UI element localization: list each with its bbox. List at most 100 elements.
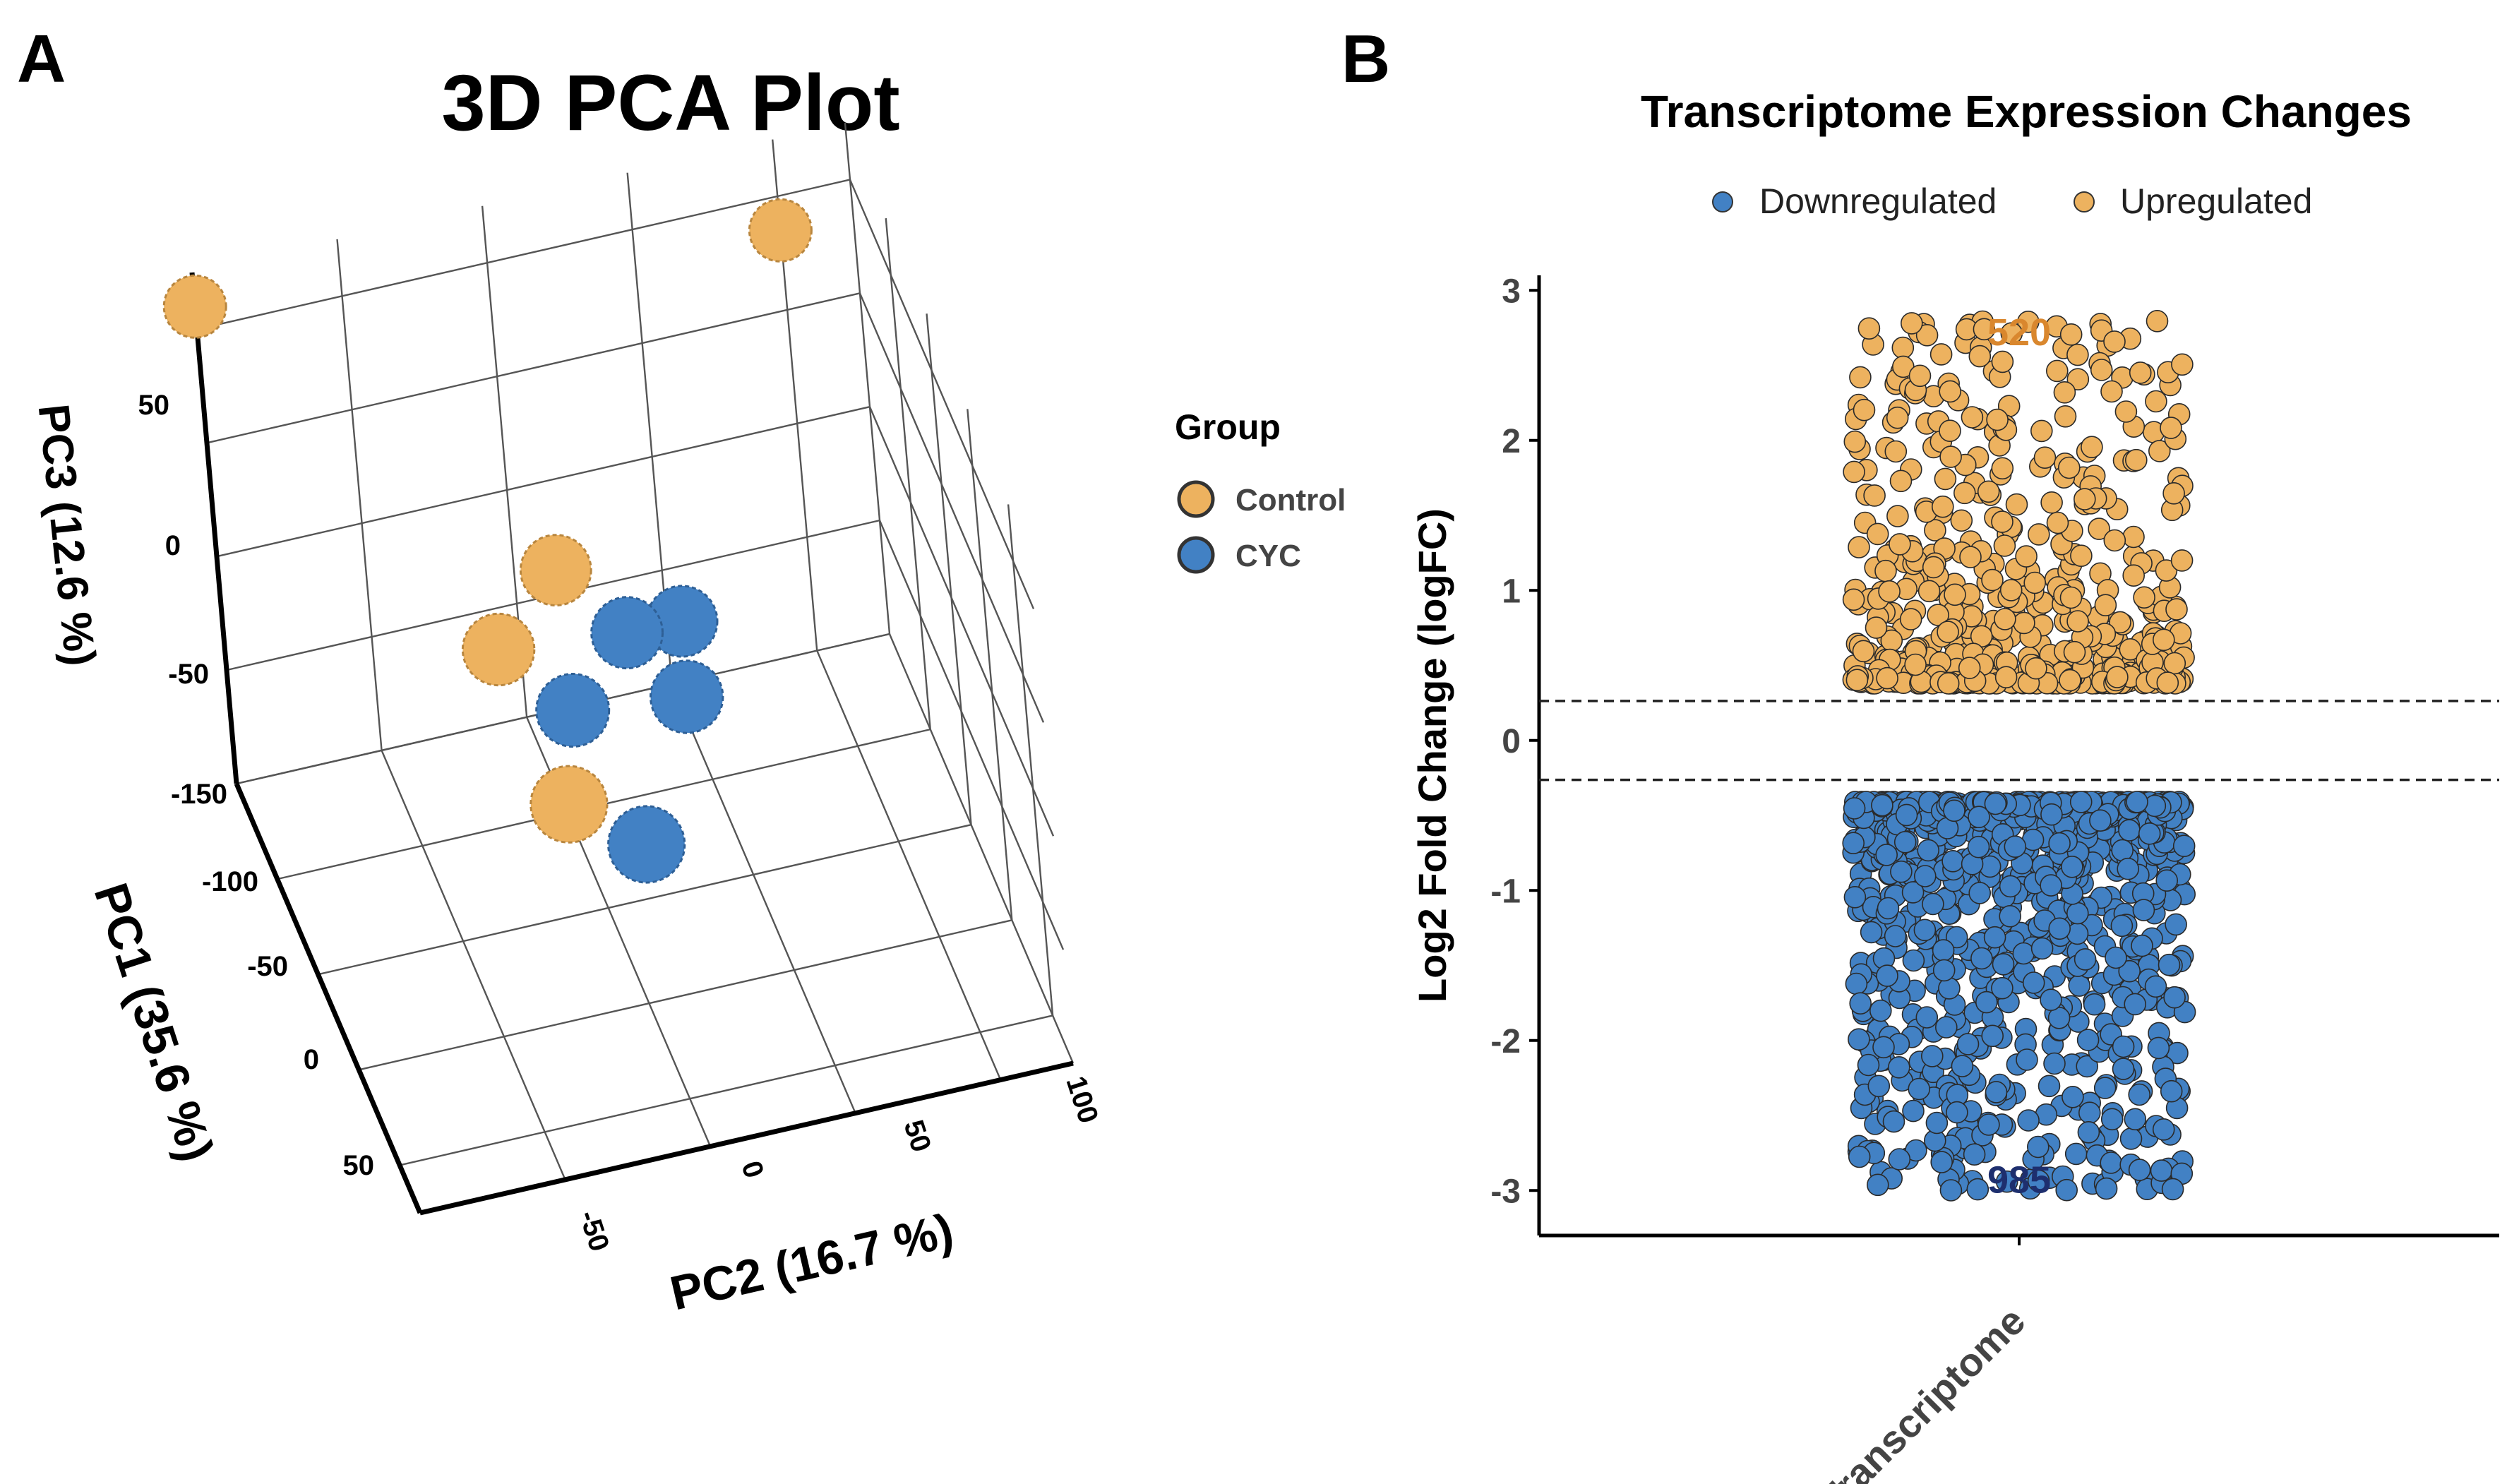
point-downregulated	[2077, 1121, 2100, 1144]
legend-swatch-control	[1177, 480, 1215, 518]
point-upregulated	[1857, 317, 1881, 340]
point-downregulated	[2118, 819, 2141, 842]
pc1-tick: -100	[202, 866, 258, 897]
point-upregulated	[2070, 544, 2093, 568]
point-upregulated	[1908, 364, 1932, 388]
point-upregulated	[2119, 638, 2142, 661]
point-downregulated	[1902, 949, 1925, 972]
pca-point-cyc	[650, 659, 724, 734]
pc2-tick: -50	[573, 1207, 615, 1255]
point-upregulated	[1884, 440, 1908, 463]
panel-b-letter: B	[1341, 21, 1390, 97]
expression-points	[1842, 309, 2196, 1202]
point-downregulated	[1984, 792, 2007, 815]
point-upregulated	[1899, 608, 1922, 630]
point-upregulated	[1889, 469, 1913, 493]
point-downregulated	[1951, 1055, 1974, 1077]
point-downregulated	[2061, 856, 2083, 878]
point-upregulated	[1929, 343, 1953, 366]
pca-point-control	[461, 612, 536, 687]
pca-3d-axes	[189, 272, 1074, 1216]
point-downregulated	[2043, 1052, 2066, 1075]
point-upregulated	[1939, 380, 1961, 403]
point-upregulated	[1917, 580, 1941, 603]
point-upregulated	[1849, 366, 1872, 389]
point-downregulated	[1888, 1056, 1910, 1079]
point-downregulated	[1946, 1101, 1968, 1124]
pca-grid-line	[336, 239, 383, 750]
y-tick-label: -2	[1490, 1023, 1521, 1060]
point-upregulated	[1922, 556, 1945, 579]
point-downregulated	[1902, 1099, 1925, 1123]
point-downregulated	[2160, 1079, 2183, 1103]
point-upregulated	[2170, 549, 2194, 572]
point-downregulated	[2040, 803, 2063, 826]
point-downregulated	[2128, 1083, 2150, 1106]
point-upregulated	[2100, 380, 2123, 403]
y-tick-label: 2	[1502, 423, 1521, 460]
pca-point-control	[519, 534, 592, 606]
point-downregulated	[1917, 839, 1939, 862]
y-tick-label: 3	[1502, 273, 1521, 310]
point-upregulated	[2025, 657, 2047, 680]
point-upregulated	[2106, 666, 2129, 688]
point-upregulated	[2109, 611, 2131, 634]
point-upregulated	[1843, 460, 1865, 484]
point-downregulated	[2124, 993, 2146, 1016]
pca-grid-line	[216, 406, 870, 558]
point-upregulated	[2017, 310, 2040, 333]
point-upregulated	[1886, 505, 1909, 527]
legend-label-downregulated: Downregulated	[1759, 181, 1997, 221]
point-upregulated	[1981, 568, 2004, 592]
point-downregulated	[2105, 946, 2127, 969]
point-upregulated	[2146, 309, 2169, 333]
point-downregulated	[2158, 953, 2181, 976]
pc1-axis-title: PC1 (35.6 %)	[84, 877, 224, 1168]
point-upregulated	[1886, 406, 1909, 429]
point-downregulated	[2078, 1101, 2101, 1124]
pca-point-control	[162, 274, 227, 339]
point-upregulated	[2028, 523, 2050, 546]
legend-swatch-upregulated	[2074, 191, 2095, 213]
point-downregulated	[1877, 897, 1900, 920]
pc1-tick: 0	[304, 1044, 319, 1075]
point-upregulated	[1950, 509, 1973, 532]
point-upregulated	[1939, 445, 1962, 468]
point-downregulated	[1985, 1081, 2008, 1103]
point-upregulated	[2066, 343, 2089, 366]
point-downregulated	[2055, 1178, 2078, 1202]
point-upregulated	[1848, 536, 1870, 558]
point-downregulated	[2155, 869, 2178, 892]
pca-grid-line	[849, 179, 1035, 609]
point-upregulated	[2059, 323, 2083, 346]
legend-label-cyc: CYC	[1235, 539, 1301, 573]
point-downregulated	[2038, 1075, 2061, 1098]
point-upregulated	[2058, 456, 2081, 479]
point-upregulated	[1904, 653, 1927, 676]
point-upregulated	[2054, 405, 2077, 428]
point-upregulated	[2162, 481, 2185, 505]
point-downregulated	[2095, 1177, 2118, 1200]
point-upregulated	[1991, 350, 2014, 373]
y-tick-label: -3	[1490, 1173, 1521, 1210]
pca-grid-line	[926, 313, 972, 825]
point-downregulated	[2064, 1142, 2088, 1166]
point-downregulated	[1930, 1151, 1953, 1173]
point-downregulated	[1895, 803, 1918, 827]
pc2-axis-title: PC2 (16.7 %)	[665, 1204, 958, 1321]
point-downregulated	[1857, 1053, 1880, 1077]
expression-legend: Downregulated Upregulated	[1712, 181, 2312, 221]
y-axis-title: Log2 Fold Change (logFC)	[1410, 508, 1454, 1003]
pc1-ticks: -100 -50 0 50	[202, 866, 374, 1181]
point-downregulated	[1867, 1075, 1891, 1098]
x-category-label: Transcriptome	[1809, 1298, 2033, 1484]
point-upregulated	[2088, 517, 2110, 540]
pca-grid-line	[381, 750, 566, 1180]
point-upregulated	[2133, 586, 2155, 609]
pca-grid-line	[318, 824, 971, 976]
point-upregulated	[1932, 495, 1954, 518]
point-upregulated	[2148, 440, 2171, 462]
point-upregulated	[1852, 640, 1875, 663]
point-downregulated	[1908, 1077, 1930, 1101]
